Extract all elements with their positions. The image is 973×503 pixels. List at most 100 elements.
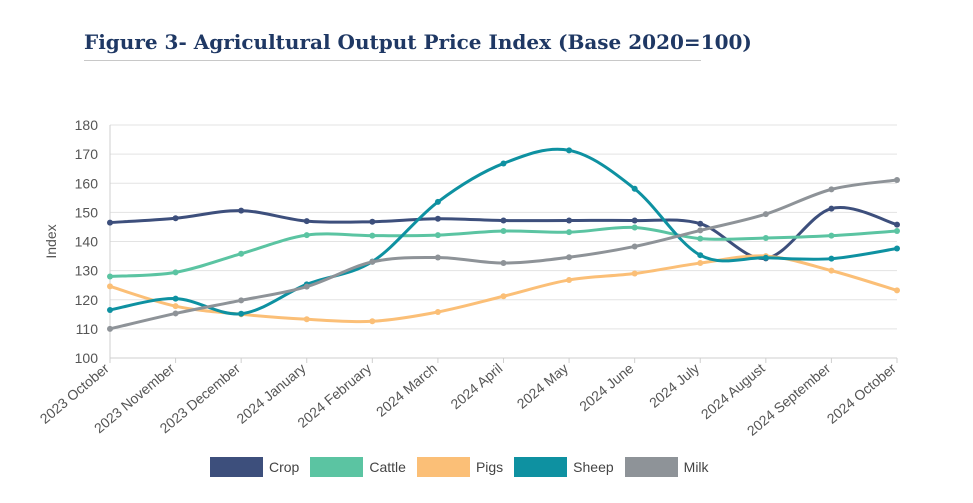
data-point-crop[interactable] — [500, 217, 507, 224]
data-point-crop[interactable] — [303, 218, 310, 225]
data-point-crop[interactable] — [369, 218, 376, 225]
data-point-pigs[interactable] — [172, 303, 179, 310]
x-tick-label: 2024 March — [373, 360, 440, 420]
legend-swatch-sheep — [514, 457, 568, 477]
legend-swatch-cattle — [310, 457, 364, 477]
legend-item-milk[interactable]: Milk — [624, 457, 709, 477]
legend-item-crop[interactable]: Crop — [210, 457, 299, 477]
data-point-sheep[interactable] — [107, 306, 113, 313]
data-point-crop[interactable] — [107, 219, 113, 226]
data-point-milk[interactable] — [238, 297, 245, 304]
series-cattle — [107, 224, 900, 280]
data-point-crop[interactable] — [172, 215, 179, 222]
data-point-cattle[interactable] — [107, 273, 113, 280]
y-axis-ticks: 100 110 120 130 140 150 160 170 180 — [75, 117, 99, 366]
data-point-pigs[interactable] — [566, 276, 573, 283]
x-tick-label: 2024 April — [447, 360, 505, 412]
data-point-crop[interactable] — [631, 217, 638, 224]
legend-swatch-crop — [210, 457, 263, 477]
data-point-sheep[interactable] — [500, 160, 507, 167]
legend-label-milk: Milk — [683, 459, 709, 475]
data-point-cattle[interactable] — [172, 269, 179, 276]
y-tick-label: 130 — [75, 263, 99, 279]
data-point-milk[interactable] — [107, 325, 113, 332]
data-point-cattle[interactable] — [828, 232, 835, 239]
y-tick-label: 150 — [75, 204, 99, 220]
data-point-sheep[interactable] — [238, 310, 245, 317]
data-point-cattle[interactable] — [566, 229, 573, 236]
data-point-cattle[interactable] — [697, 235, 704, 242]
data-point-cattle[interactable] — [762, 235, 769, 242]
x-tick-label: 2024 August — [698, 360, 768, 422]
data-point-crop[interactable] — [697, 220, 704, 227]
data-point-cattle[interactable] — [238, 250, 245, 257]
data-point-milk[interactable] — [303, 283, 310, 290]
data-point-milk[interactable] — [172, 310, 179, 317]
data-point-cattle[interactable] — [631, 224, 638, 231]
data-point-milk[interactable] — [369, 258, 376, 265]
data-point-pigs[interactable] — [894, 287, 900, 294]
data-point-milk[interactable] — [697, 227, 704, 234]
data-point-milk[interactable] — [631, 243, 638, 250]
data-point-sheep[interactable] — [894, 245, 900, 252]
legend-label-pigs: Pigs — [475, 459, 504, 475]
y-tick-label: 170 — [75, 146, 99, 162]
chart-title: Figure 3- Agricultural Output Price Inde… — [84, 30, 752, 54]
data-point-pigs[interactable] — [631, 270, 638, 277]
data-point-sheep[interactable] — [434, 198, 441, 205]
data-point-crop[interactable] — [434, 215, 441, 222]
y-tick-label: 160 — [75, 175, 99, 191]
x-tick-label: 2024 October — [824, 360, 900, 427]
x-tick-label: 2024 July — [646, 360, 702, 411]
data-point-pigs[interactable] — [697, 260, 704, 267]
x-tick-label: 2024 May — [514, 360, 571, 412]
data-point-milk[interactable] — [566, 254, 573, 261]
y-tick-label: 110 — [76, 321, 99, 337]
legend-swatch-pigs — [416, 457, 470, 477]
data-point-pigs[interactable] — [303, 316, 310, 323]
data-point-cattle[interactable] — [303, 232, 310, 239]
legend-item-sheep[interactable]: Sheep — [514, 457, 614, 477]
legend-label-sheep: Sheep — [573, 459, 614, 475]
data-point-pigs[interactable] — [828, 267, 835, 274]
data-point-crop[interactable] — [566, 217, 573, 224]
legend-label-cattle: Cattle — [369, 459, 406, 475]
data-point-milk[interactable] — [434, 254, 441, 261]
data-point-milk[interactable] — [828, 186, 835, 193]
data-point-cattle[interactable] — [894, 228, 900, 235]
y-axis-label: Index — [43, 224, 59, 258]
data-point-pigs[interactable] — [434, 308, 441, 315]
gridlines — [109, 124, 897, 359]
data-point-cattle[interactable] — [500, 228, 507, 235]
data-point-crop[interactable] — [894, 221, 900, 228]
y-tick-label: 140 — [75, 234, 99, 250]
data-point-pigs[interactable] — [500, 293, 507, 300]
data-point-cattle[interactable] — [434, 232, 441, 239]
data-point-sheep[interactable] — [828, 255, 835, 262]
y-tick-label: 120 — [75, 292, 99, 308]
x-tick-label: 2024 June — [576, 360, 637, 414]
legend-item-pigs[interactable]: Pigs — [416, 457, 504, 477]
data-point-sheep[interactable] — [631, 185, 638, 192]
y-tick-label: 180 — [75, 117, 99, 133]
data-point-crop[interactable] — [238, 207, 245, 214]
data-point-milk[interactable] — [894, 177, 900, 184]
data-point-sheep[interactable] — [566, 147, 573, 154]
line-chart: 100 110 120 130 140 150 160 170 180 2023 October… — [37, 117, 900, 439]
data-point-pigs[interactable] — [369, 318, 376, 325]
data-point-sheep[interactable] — [762, 254, 769, 261]
data-point-sheep[interactable] — [172, 295, 179, 302]
data-point-milk[interactable] — [500, 260, 507, 267]
data-point-sheep[interactable] — [697, 252, 704, 259]
data-point-crop[interactable] — [828, 205, 835, 212]
legend: Crop Cattle Pigs Sheep Milk — [210, 457, 720, 477]
data-point-milk[interactable] — [762, 211, 769, 218]
series-group — [107, 147, 900, 332]
data-point-pigs[interactable] — [107, 283, 113, 290]
legend-swatch-milk — [624, 457, 678, 477]
data-point-cattle[interactable] — [369, 232, 376, 239]
legend-item-cattle[interactable]: Cattle — [310, 457, 406, 477]
title-underline — [84, 60, 701, 61]
legend-label-crop: Crop — [269, 459, 300, 475]
